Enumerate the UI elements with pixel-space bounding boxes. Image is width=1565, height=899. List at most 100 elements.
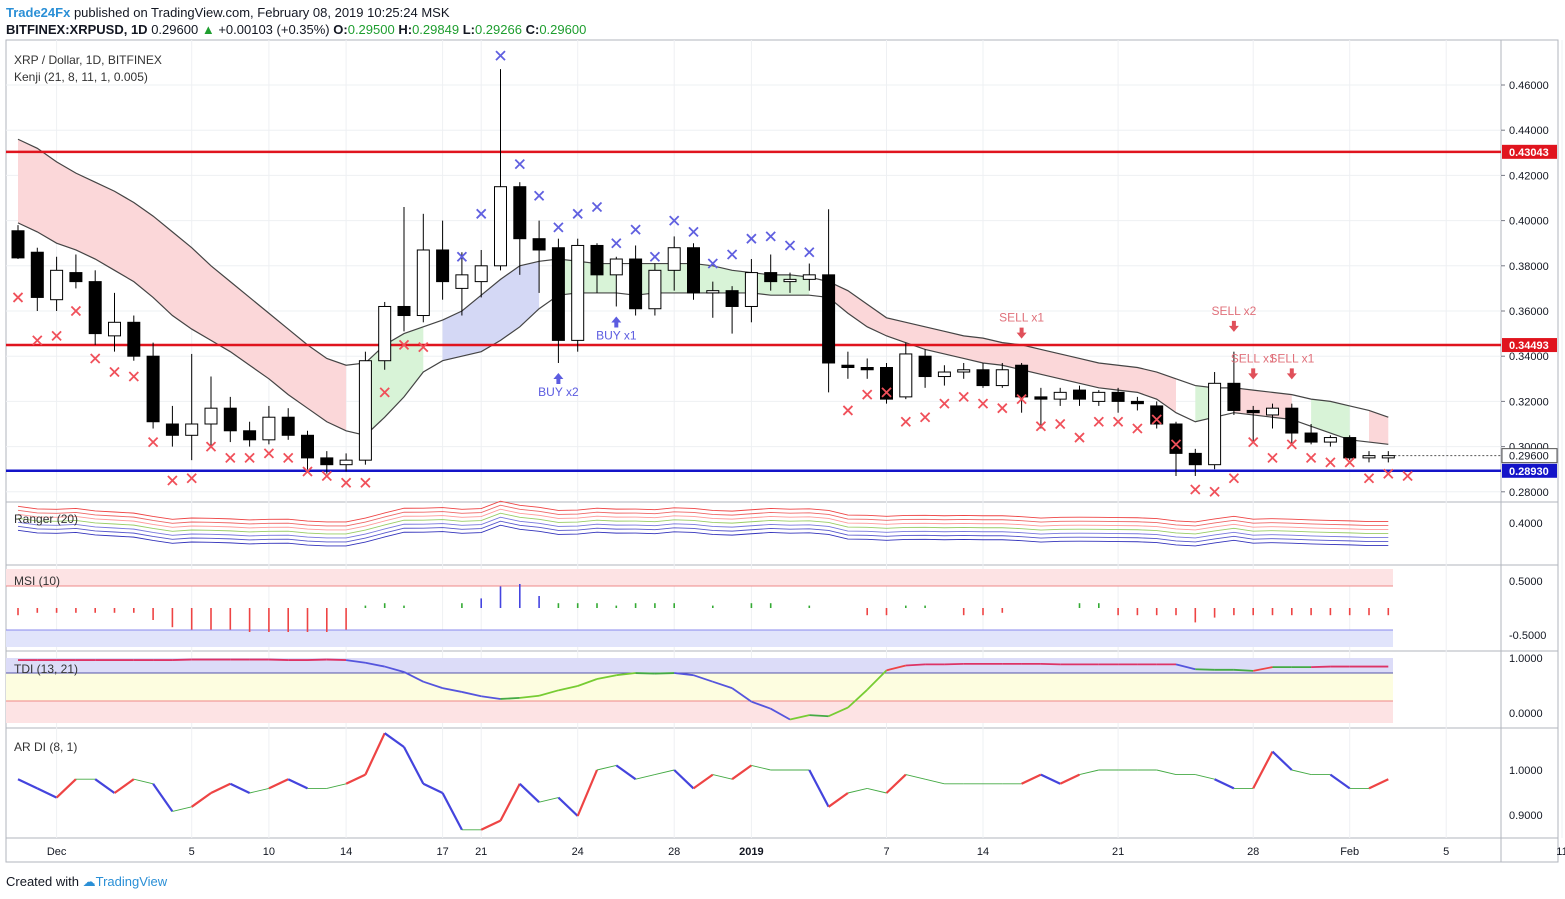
sell-pressure-x-mark [225,452,236,464]
candle-body [11,230,25,259]
sell-signal-label: SELL x1 [999,311,1044,325]
ardi-line-segment [403,746,425,785]
buy-pressure-x-mark [476,208,487,219]
low-label: L: [462,22,475,37]
x-tick-label: 21 [475,846,487,858]
ardi-line-segment [519,783,540,803]
candle-body [243,430,257,441]
last-price: 0.29600 [151,22,199,37]
tdi-line-segment [886,664,907,672]
x-tick-label: Feb [1340,846,1359,858]
candle-body [841,364,855,368]
symbol-label: BITFINEX:XRPUSD, 1D [6,22,148,37]
ardi-line-segment [422,782,444,794]
candle-body [1362,455,1376,459]
ranger-band-line [17,512,1389,535]
tdi-line-segment [770,707,791,721]
ardi-line-segment [885,773,907,794]
candle-body [1150,405,1164,425]
level-tag [1502,463,1557,478]
y-tick-label: 0.28000 [1509,487,1549,499]
ardi-line-segment [1252,751,1274,789]
sell-pressure-x-mark [90,353,101,364]
kenji-cloud [635,263,810,296]
y-tick-label: 0.44000 [1509,125,1549,137]
candle-body [551,247,565,341]
buy-pressure-x-mark [726,249,738,260]
ardi-line-segment [596,764,617,771]
kenji-cloud [1311,399,1350,440]
tradingview-brand[interactable]: TradingView [95,874,168,889]
candle-body [995,369,1009,387]
sell-arrow-icon [1016,327,1027,339]
tdi-line-segment [538,689,559,697]
ardi-line-segment [287,778,308,790]
kenji-upper-line [17,138,1389,418]
msi-upper-zone [6,569,1393,586]
candle-body [455,274,469,289]
sell-pressure-x-mark [398,339,410,351]
ardi-line-segment [673,769,695,790]
ardi-line-segment [191,792,212,808]
candle-body [1130,400,1144,405]
ranger-band-line [17,508,1389,531]
ranger-label: Ranger (20) [14,512,78,526]
ardi-line-segment [480,819,501,831]
candle-body [918,355,932,378]
candle-body [764,272,778,283]
ardi-line-segment [133,778,154,785]
candle-body [1111,391,1125,402]
ardi-line-segment [905,774,926,780]
ranger-band-line [17,524,1389,547]
up-arrow-icon: ▲ [201,22,215,37]
ardi-line-segment [808,769,830,808]
sell-pressure-x-mark [379,387,390,398]
level-label: 0.34493 [1509,340,1549,352]
tdi-line-segment [326,658,347,661]
low-value: 0.29266 [474,22,522,37]
tdi-line-segment [712,680,733,690]
tdi-line-segment [1195,668,1215,671]
candle-body [1073,389,1086,400]
sell-pressure-x-mark [70,305,82,317]
tdi-line-segment [905,663,926,667]
buy-pressure-x-mark [611,238,622,249]
sell-pressure-x-mark [51,330,62,341]
tdi-line-segment [944,662,964,666]
sell-pressure-x-mark [360,477,371,488]
sell-pressure-x-mark [1190,484,1201,495]
candle-body [378,305,392,362]
candle-body [108,321,121,337]
ardi-line-segment [249,787,270,794]
candle-body [899,353,913,398]
high-value: 0.29849 [412,22,460,37]
candle-body [1266,407,1279,416]
kenji-cloud [558,259,617,296]
ardi-line-segment [557,796,579,817]
tradingview-logo-icon[interactable]: ☁ [82,874,96,889]
tdi-line-segment [847,689,868,709]
sell-pressure-x-mark [263,448,275,459]
tdi-line-segment [828,706,849,718]
buy-pressure-x-mark [591,201,603,213]
ardi-line-segment [345,773,366,785]
sell-pressure-x-mark [900,416,911,427]
tdi-tick: 0.0000 [1509,708,1543,720]
sell-pressure-x-mark [1383,468,1394,479]
candle-body [146,355,160,423]
y-tick-label: 0.40000 [1509,216,1549,228]
candle-body [802,274,816,280]
sell-pressure-x-mark [939,398,950,409]
candle-body [88,281,102,335]
level-tag [1502,338,1557,353]
candle-body [648,269,662,310]
tdi-line-segment [461,691,482,698]
candle-body [976,369,990,387]
publisher-name[interactable]: Trade24Fx [6,5,71,20]
y-tick-label: 0.34000 [1509,351,1549,363]
sell-pressure-x-mark [283,452,294,464]
tdi-line-segment [558,685,578,692]
candle-body [30,251,44,298]
sell-pressure-x-mark [340,477,352,488]
